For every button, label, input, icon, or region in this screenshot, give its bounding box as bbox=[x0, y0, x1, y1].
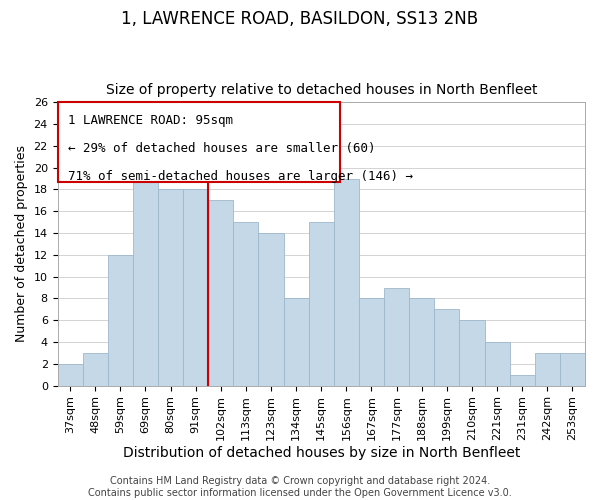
Text: ← 29% of detached houses are smaller (60): ← 29% of detached houses are smaller (60… bbox=[68, 142, 376, 155]
Bar bbox=[309, 222, 334, 386]
Bar bbox=[460, 320, 485, 386]
Bar bbox=[560, 353, 585, 386]
Text: 1 LAWRENCE ROAD: 95sqm: 1 LAWRENCE ROAD: 95sqm bbox=[68, 114, 233, 126]
Bar bbox=[108, 255, 133, 386]
Text: 1, LAWRENCE ROAD, BASILDON, SS13 2NB: 1, LAWRENCE ROAD, BASILDON, SS13 2NB bbox=[121, 10, 479, 28]
X-axis label: Distribution of detached houses by size in North Benfleet: Distribution of detached houses by size … bbox=[122, 446, 520, 460]
Bar bbox=[133, 157, 158, 386]
Y-axis label: Number of detached properties: Number of detached properties bbox=[15, 146, 28, 342]
Bar bbox=[409, 298, 434, 386]
Bar bbox=[434, 310, 460, 386]
Bar bbox=[58, 364, 83, 386]
Bar bbox=[284, 298, 309, 386]
Text: 71% of semi-detached houses are larger (146) →: 71% of semi-detached houses are larger (… bbox=[68, 170, 413, 183]
Bar bbox=[359, 298, 384, 386]
Bar bbox=[334, 178, 359, 386]
Bar bbox=[183, 190, 208, 386]
Bar bbox=[208, 200, 233, 386]
Bar bbox=[509, 374, 535, 386]
Bar bbox=[384, 288, 409, 386]
Bar bbox=[158, 190, 183, 386]
Bar bbox=[535, 353, 560, 386]
Bar bbox=[83, 353, 108, 386]
Text: Contains HM Land Registry data © Crown copyright and database right 2024.
Contai: Contains HM Land Registry data © Crown c… bbox=[88, 476, 512, 498]
Bar bbox=[485, 342, 509, 386]
Title: Size of property relative to detached houses in North Benfleet: Size of property relative to detached ho… bbox=[106, 83, 537, 97]
Bar bbox=[233, 222, 259, 386]
Bar bbox=[259, 233, 284, 386]
FancyBboxPatch shape bbox=[58, 102, 340, 182]
